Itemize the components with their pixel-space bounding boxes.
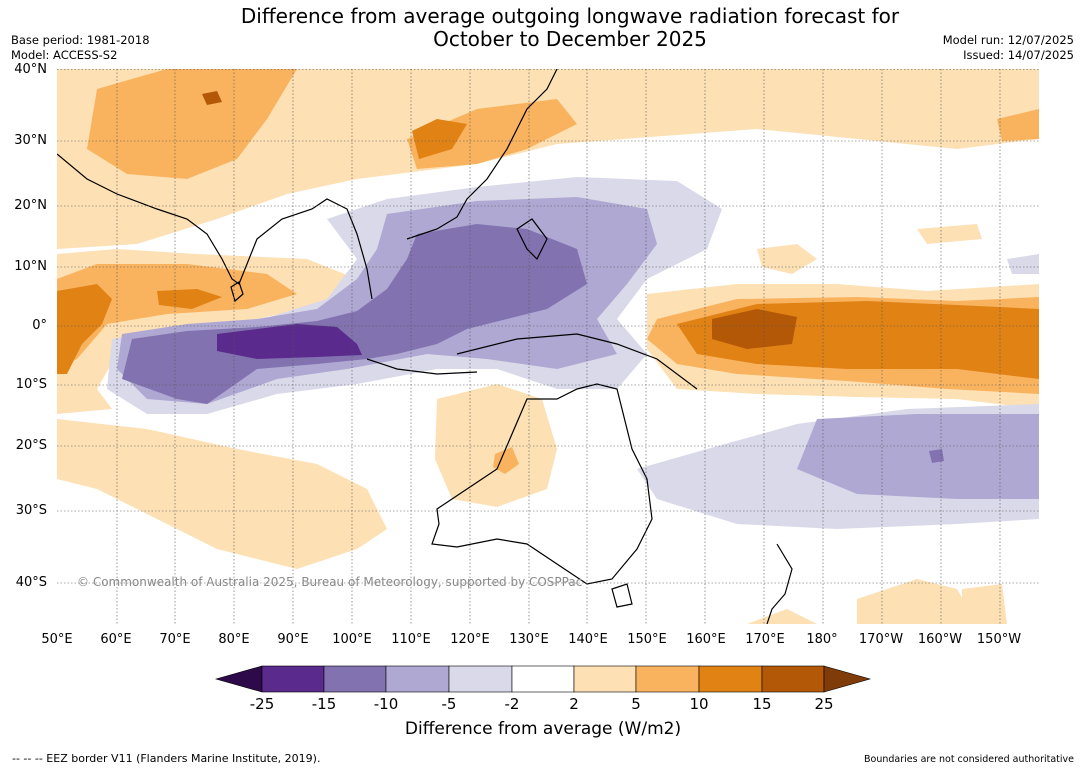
meta-left: Base period: 1981-2018 Model: ACCESS-S2: [11, 33, 150, 63]
colorbar-bin-5-10: [635, 665, 700, 693]
title-line-2: October to December 2025: [433, 27, 707, 51]
colorbar-tick-2: 2: [569, 695, 579, 713]
colorbar-tick-minus25: -25: [249, 695, 275, 713]
lat-label-10n: 10°N: [14, 259, 47, 274]
colorbar-title: Difference from average (W/m2): [404, 719, 682, 739]
colorbar-bin-minus15-minus10: [323, 665, 387, 693]
colorbar: [214, 665, 872, 693]
lon-label-140e: 140°E: [568, 632, 608, 647]
model-run-date: Model run: 12/07/2025: [942, 33, 1074, 47]
colorbar-tick-15: 15: [752, 695, 772, 713]
negative-anomaly-extreme: [217, 324, 362, 359]
lon-label-100e: 100°E: [332, 632, 372, 647]
model-name: Model: ACCESS-S2: [11, 48, 118, 62]
copyright-note: © Commonwealth of Australia 2025, Bureau…: [77, 575, 583, 589]
lon-label-90e: 90°E: [277, 632, 309, 647]
lon-label-80e: 80°E: [218, 632, 250, 647]
colorbar-bin-2-5: [573, 665, 637, 693]
colorbar-tick-minus15: -15: [311, 695, 337, 713]
lat-label-40s: 40°S: [15, 575, 47, 590]
chart-title: Difference from average outgoing longwav…: [170, 5, 970, 51]
lon-label-160w: 160°W: [917, 632, 963, 647]
colorbar-bin-minus2-2: [511, 665, 575, 693]
lon-label-160e: 160°E: [686, 632, 726, 647]
colorbar-tick-25: 25: [814, 695, 834, 713]
colorbar-bin-minus5-minus2: [448, 665, 513, 693]
lon-label-150w: 150°W: [976, 632, 1022, 647]
negative-anomaly-strong: [122, 224, 944, 463]
colorbar-bin-minus10-minus5: [385, 665, 450, 693]
colorbar-tick-minus10: -10: [373, 695, 399, 713]
colorbar-extend-high: [823, 665, 872, 693]
colorbar-bin-minus25-minus15: [261, 665, 325, 693]
lat-label-20s: 20°S: [15, 438, 47, 453]
boundary-disclaimer: Boundaries are not considered authoritat…: [864, 754, 1074, 765]
lat-label-10s: 10°S: [15, 377, 47, 392]
lon-label-110e: 110°E: [391, 632, 431, 647]
lon-label-180: 180°: [806, 632, 838, 647]
issued-date: Issued: 14/07/2025: [963, 48, 1074, 62]
lat-label-equator: 0°: [32, 318, 47, 333]
colorbar-extend-low: [214, 665, 263, 693]
title-line-1: Difference from average outgoing longwav…: [240, 4, 900, 28]
lat-label-30n: 30°N: [14, 133, 47, 148]
lon-label-70e: 70°E: [159, 632, 191, 647]
positive-anomaly-extreme: [202, 91, 797, 349]
colorbar-tick-minus2: -2: [504, 695, 520, 713]
lon-label-150e: 150°E: [627, 632, 667, 647]
colorbar-bin-15-25: [761, 665, 825, 693]
colorbar-bin-10-15: [698, 665, 763, 693]
map-svg: [57, 69, 1039, 624]
lon-label-130e: 130°E: [509, 632, 549, 647]
lon-label-60e: 60°E: [100, 632, 132, 647]
coastlines: [57, 69, 793, 624]
anomaly-map: [57, 69, 1039, 624]
lat-label-40n: 40°N: [14, 62, 47, 77]
lon-label-50e: 50°E: [41, 632, 73, 647]
colorbar-tick-5: 5: [631, 695, 641, 713]
graticule: [57, 69, 1039, 624]
lon-label-120e: 120°E: [450, 632, 490, 647]
base-period: Base period: 1981-2018: [11, 33, 150, 47]
lat-label-20n: 20°N: [14, 198, 47, 213]
lat-label-30s: 30°S: [15, 503, 47, 518]
eez-border-note: -- -- -- EEZ border V11 (Flanders Marine…: [12, 752, 321, 765]
colorbar-tick-minus5: -5: [441, 695, 457, 713]
lon-label-170e: 170°E: [745, 632, 785, 647]
colorbar-tick-10: 10: [689, 695, 709, 713]
meta-right: Model run: 12/07/2025 Issued: 14/07/2025: [943, 33, 1074, 63]
lon-label-170w: 170°W: [858, 632, 904, 647]
